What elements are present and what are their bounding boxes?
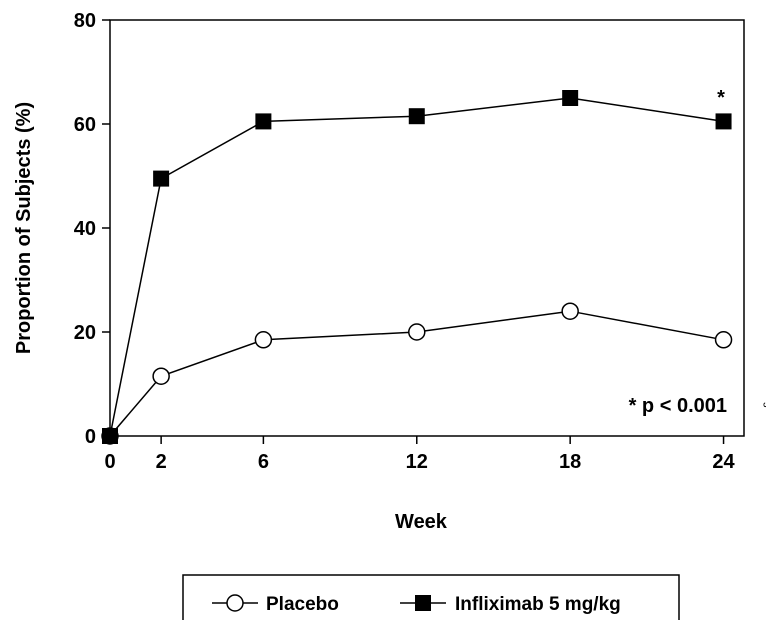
- y-tick-label: 60: [74, 114, 96, 136]
- legend-infliximab-label: Infliximab 5 mg/kg: [455, 594, 621, 615]
- x-tick-label: 2: [156, 451, 167, 473]
- series-line-placebo: [109, 310, 724, 437]
- legend-box: [182, 574, 680, 620]
- significance-star: *: [717, 87, 725, 109]
- y-tick-label: 40: [74, 218, 96, 240]
- figure-code: 831fig3: [763, 378, 766, 414]
- x-tick-label: 0: [104, 451, 115, 473]
- data-point-placebo: [254, 331, 273, 349]
- data-point-infliximab-5-mg-kg: [102, 428, 118, 444]
- y-axis-label: Proportion of Subjects (%): [13, 102, 35, 354]
- data-point-placebo: [714, 331, 733, 349]
- significance-note: * p < 0.001: [629, 395, 727, 417]
- data-point-infliximab-5-mg-kg: [562, 90, 579, 106]
- x-tick-label: 24: [712, 451, 735, 473]
- series-line-infliximab-5-mg-kg: [109, 97, 724, 437]
- data-point-placebo: [561, 302, 579, 320]
- data-point-infliximab-5-mg-kg: [153, 170, 170, 187]
- y-tick-label: 0: [85, 426, 96, 448]
- data-point-infliximab-5-mg-kg: [408, 108, 425, 125]
- y-axis-ticks: 0 20 40 60 80: [74, 10, 110, 448]
- data-point-infliximab-5-mg-kg: [715, 113, 732, 130]
- plot-frame: [109, 19, 745, 437]
- legend-placebo-marker: [226, 594, 244, 612]
- data-point-placebo: [152, 367, 170, 385]
- x-tick-label: 6: [258, 451, 269, 473]
- data-point-infliximab-5-mg-kg: [255, 113, 272, 130]
- series-layer: [101, 90, 733, 445]
- y-tick-label: 20: [74, 322, 96, 344]
- x-axis-label: Week: [395, 511, 448, 533]
- legend-placebo-label: Placebo: [266, 594, 339, 615]
- y-tick-label: 80: [74, 10, 96, 32]
- x-axis-ticks: 0 2 6 12 18 24: [104, 436, 736, 473]
- data-point-placebo: [408, 323, 426, 341]
- legend-infliximab-marker: [415, 595, 431, 611]
- x-tick-label: 18: [559, 451, 581, 473]
- x-tick-label: 12: [406, 451, 428, 473]
- legend: Placebo Infliximab 5 mg/kg: [182, 574, 680, 620]
